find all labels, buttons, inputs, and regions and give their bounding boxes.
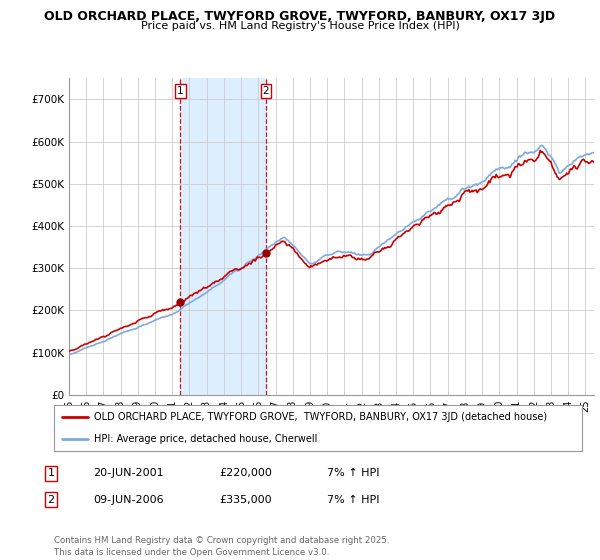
Text: Contains HM Land Registry data © Crown copyright and database right 2025.
This d: Contains HM Land Registry data © Crown c… [54, 536, 389, 557]
Text: £220,000: £220,000 [219, 468, 272, 478]
Text: 09-JUN-2006: 09-JUN-2006 [93, 494, 164, 505]
Text: 7% ↑ HPI: 7% ↑ HPI [327, 468, 380, 478]
Text: £335,000: £335,000 [219, 494, 272, 505]
Bar [181, 78, 266, 395]
Text: 1: 1 [177, 86, 184, 96]
Text: 1: 1 [47, 468, 55, 478]
Text: Price paid vs. HM Land Registry's House Price Index (HPI): Price paid vs. HM Land Registry's House … [140, 21, 460, 31]
Text: 2: 2 [47, 494, 55, 505]
Text: OLD ORCHARD PLACE, TWYFORD GROVE, TWYFORD, BANBURY, OX17 3JD: OLD ORCHARD PLACE, TWYFORD GROVE, TWYFOR… [44, 10, 556, 23]
Text: 2: 2 [263, 86, 269, 96]
Text: 20-JUN-2001: 20-JUN-2001 [93, 468, 164, 478]
Text: OLD ORCHARD PLACE, TWYFORD GROVE,  TWYFORD, BANBURY, OX17 3JD (detached house): OLD ORCHARD PLACE, TWYFORD GROVE, TWYFOR… [94, 412, 547, 422]
Text: HPI: Average price, detached house, Cherwell: HPI: Average price, detached house, Cher… [94, 435, 317, 444]
Text: 7% ↑ HPI: 7% ↑ HPI [327, 494, 380, 505]
